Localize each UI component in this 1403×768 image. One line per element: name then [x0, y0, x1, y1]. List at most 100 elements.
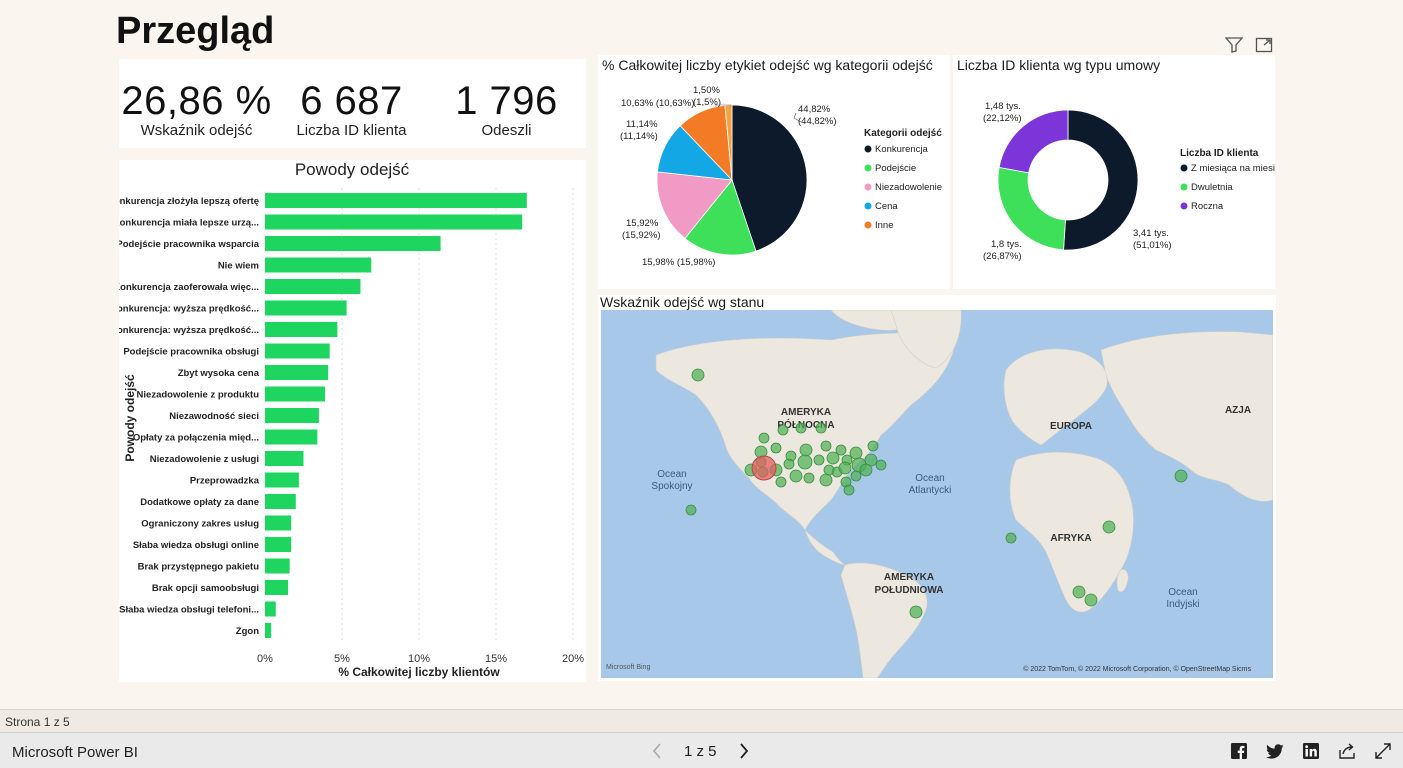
pie-label-other-pct: (1,5%) — [693, 97, 721, 108]
pie-slice[interactable] — [1063, 109, 1139, 251]
chevron-right-icon[interactable] — [733, 739, 755, 763]
legend-item[interactable]: Podejście — [875, 163, 916, 174]
map-bubble[interactable] — [819, 473, 833, 487]
twitter-icon[interactable] — [1265, 741, 1285, 761]
map-bubble[interactable] — [835, 444, 847, 456]
bar[interactable] — [265, 300, 347, 316]
churn-category-pie-card[interactable]: % Całkowitej liczby etykiet odejść wg ka… — [598, 55, 950, 289]
linkedin-icon[interactable] — [1301, 741, 1321, 761]
legend-item[interactable]: Niezadowolenie — [875, 182, 942, 193]
map-bubble[interactable] — [685, 504, 697, 516]
legend-item[interactable]: Roczna — [1191, 201, 1224, 212]
world-map[interactable]: AMERYKA PÓŁNOCNA EUROPA AZJA AFRYKA AMER… — [601, 310, 1273, 678]
pie-label-cena: 11,14% — [626, 119, 658, 130]
category-label: Przeprowadzka — [190, 476, 260, 487]
bar[interactable] — [265, 601, 276, 617]
pie-slice[interactable] — [684, 179, 757, 256]
pie-slice[interactable] — [656, 171, 733, 239]
map-bubble[interactable] — [803, 472, 815, 484]
map-bubble[interactable] — [783, 458, 795, 470]
bar[interactable] — [265, 558, 290, 574]
share-links — [1229, 741, 1393, 761]
legend-item[interactable]: Konkurencja — [875, 144, 929, 155]
category-label: Opłaty za połączenia międ... — [133, 433, 259, 444]
map-bubble[interactable] — [799, 443, 813, 457]
map-bubble[interactable] — [823, 464, 835, 476]
legend-item[interactable]: Cena — [875, 201, 898, 212]
map-bubble[interactable] — [1072, 585, 1086, 599]
pie-label-podejscie: 15,98% (15,98%) — [642, 257, 715, 268]
map-bubble[interactable] — [775, 476, 787, 488]
share-icon[interactable] — [1337, 741, 1357, 761]
legend-item[interactable]: Z miesiąca na miesiąc — [1191, 163, 1275, 174]
fullscreen-icon[interactable] — [1373, 741, 1393, 761]
bar[interactable] — [265, 193, 527, 208]
focus-mode-icon[interactable] — [1252, 34, 1276, 56]
legend-item[interactable]: Dwuletnia — [1191, 182, 1233, 193]
map-bubble[interactable] — [859, 463, 873, 477]
map-bubble-highlight[interactable] — [751, 455, 777, 481]
bar[interactable] — [265, 537, 292, 552]
bar[interactable] — [265, 279, 361, 294]
donut-chart-title: Liczba ID klienta wg typu umowy — [957, 57, 1161, 73]
bar[interactable] — [265, 386, 326, 402]
bar[interactable] — [265, 429, 318, 445]
map-bubble[interactable] — [691, 368, 705, 382]
legend-swatch — [864, 221, 872, 229]
churn-reasons-chart[interactable]: Powody odejść Powody odejść % Całkowitej… — [107, 160, 586, 682]
bar[interactable] — [265, 472, 299, 488]
bar[interactable] — [265, 214, 523, 230]
pie-slice[interactable] — [997, 166, 1066, 251]
map-bubble[interactable] — [820, 440, 832, 452]
map-bubble[interactable] — [849, 446, 863, 460]
kpi-churn-rate: 26,86 % Wskaźnik odejść — [119, 79, 274, 139]
bar[interactable] — [265, 257, 372, 273]
map-bubble[interactable] — [909, 605, 923, 619]
map-bubble[interactable] — [815, 422, 827, 434]
x-tick-label: 10% — [408, 653, 430, 665]
bar[interactable] — [265, 451, 304, 466]
map-bubble[interactable] — [1005, 532, 1017, 544]
kpi-card[interactable]: 26,86 % Wskaźnik odejść 6 687 Liczba ID … — [119, 59, 586, 148]
land-masses — [655, 310, 1273, 678]
map-bubble[interactable] — [758, 432, 770, 444]
brand-link[interactable]: Microsoft Power BI — [12, 744, 138, 761]
chevron-left-icon[interactable] — [646, 739, 668, 763]
bar[interactable] — [265, 322, 338, 337]
map-bubble[interactable] — [1174, 469, 1188, 483]
legend-item[interactable]: Inne — [875, 220, 894, 231]
map-bubble[interactable] — [864, 453, 878, 467]
churn-map-card[interactable]: Wskaźnik odejść wg stanu — [598, 294, 1276, 681]
map-bubble[interactable] — [795, 422, 807, 434]
pie-slice[interactable] — [731, 104, 808, 252]
pie-slice[interactable] — [998, 109, 1069, 174]
map-bubble[interactable] — [838, 461, 852, 475]
bar[interactable] — [265, 343, 330, 359]
map-label-europe: EUROPA — [1050, 421, 1092, 432]
facebook-icon[interactable] — [1229, 741, 1249, 761]
map-bubble[interactable] — [850, 470, 862, 482]
map-bubble[interactable] — [875, 459, 887, 471]
bar[interactable] — [265, 494, 296, 509]
contract-type-donut-card[interactable]: Liczba ID klienta wg typu umowy 3,41 tys… — [953, 55, 1275, 289]
bar[interactable] — [265, 408, 319, 423]
bar-chart-ylabel: Powody odejść — [123, 374, 137, 462]
bar[interactable] — [265, 365, 329, 380]
map-bubble[interactable] — [1102, 520, 1116, 534]
bar[interactable] — [265, 515, 292, 531]
map-bubble[interactable] — [867, 440, 879, 452]
kpi-value: 26,86 % — [121, 79, 272, 123]
legend-swatch — [864, 164, 872, 172]
map-bubble[interactable] — [843, 484, 855, 496]
map-bubble[interactable] — [813, 454, 825, 466]
map-bubble[interactable] — [770, 442, 782, 454]
map-bubble[interactable] — [789, 469, 803, 483]
map-bubble[interactable] — [1084, 593, 1098, 607]
filter-icon[interactable] — [1222, 34, 1246, 56]
map-bubble[interactable] — [826, 451, 840, 465]
bar[interactable] — [265, 580, 289, 595]
map-bubble[interactable] — [777, 424, 789, 436]
map-bubble[interactable] — [797, 454, 813, 470]
bar[interactable] — [265, 623, 272, 638]
bar[interactable] — [265, 236, 441, 251]
